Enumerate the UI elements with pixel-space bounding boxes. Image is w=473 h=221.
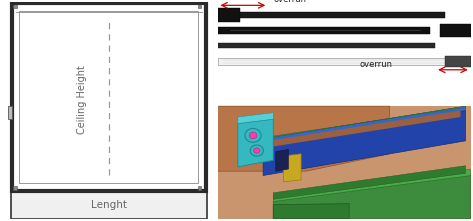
Polygon shape <box>238 119 273 167</box>
Circle shape <box>249 132 257 139</box>
Bar <box>8 106 12 119</box>
Bar <box>13 5 17 8</box>
Bar <box>218 106 471 219</box>
Circle shape <box>250 145 263 156</box>
Polygon shape <box>218 106 390 171</box>
Text: overrun: overrun <box>273 0 306 4</box>
Polygon shape <box>263 110 465 175</box>
Text: overrun: overrun <box>359 60 392 69</box>
Bar <box>19 11 198 183</box>
Polygon shape <box>268 110 461 147</box>
Bar <box>446 56 471 67</box>
Polygon shape <box>283 154 301 182</box>
Polygon shape <box>238 113 273 124</box>
Text: Ceiling Height: Ceiling Height <box>77 65 87 134</box>
Bar <box>198 186 201 190</box>
Polygon shape <box>273 166 465 199</box>
Bar <box>218 58 471 65</box>
Bar <box>238 12 446 17</box>
Bar <box>218 8 240 22</box>
Polygon shape <box>273 175 471 219</box>
Bar <box>12 3 206 191</box>
Circle shape <box>254 148 260 153</box>
Bar <box>198 5 201 8</box>
Bar <box>440 24 471 37</box>
Polygon shape <box>263 106 465 143</box>
Bar <box>13 186 17 190</box>
Polygon shape <box>273 169 471 202</box>
Circle shape <box>245 128 261 142</box>
Bar <box>218 27 430 34</box>
Bar <box>218 43 435 48</box>
Text: Lenght: Lenght <box>91 200 127 210</box>
Polygon shape <box>273 204 349 219</box>
Polygon shape <box>263 106 465 139</box>
Polygon shape <box>276 149 289 171</box>
Bar <box>11 191 207 219</box>
